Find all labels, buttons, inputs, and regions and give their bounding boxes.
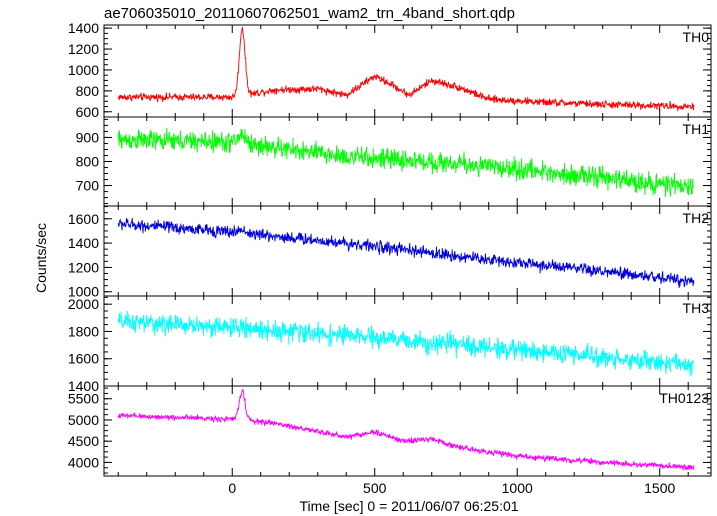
panel-label-th3: TH3 [683, 300, 710, 316]
y-tick-label: 1800 [68, 323, 99, 339]
panel-label-th1: TH1 [683, 121, 710, 137]
y-tick-label: 700 [76, 178, 100, 194]
panel-th0: 600 800 1000 1200 1400 TH0 [68, 20, 712, 120]
x-tick-label: 1500 [644, 480, 675, 496]
y-axis-label: Counts/sec [33, 223, 49, 293]
panel-th3: 1400 1600 1800 2000 TH3 [68, 295, 712, 394]
y-tick-label: 1400 [68, 235, 99, 251]
y-tick-label: 1200 [68, 41, 99, 57]
series-line-th3 [117, 310, 695, 377]
panel-label-th0123: TH0123 [659, 390, 709, 406]
y-tick-label: 4500 [68, 433, 99, 449]
y-tick-label: 1000 [68, 62, 99, 78]
y-tick-label: 1600 [68, 211, 99, 227]
y-tick-label: 2000 [68, 296, 99, 312]
panels-group: 600 800 1000 1200 1400 TH0 700 800 900 TH1 1000 120… [68, 20, 712, 496]
series-line-th1 [117, 127, 695, 197]
series-line-th2 [117, 217, 695, 289]
y-tick-label: 1400 [68, 20, 99, 36]
y-tick-label: 600 [76, 104, 100, 120]
y-tick-label: 800 [76, 83, 100, 99]
y-tick-label: 1000 [68, 284, 99, 300]
x-tick-label: 500 [363, 480, 387, 496]
x-tick-label: 1000 [502, 480, 533, 496]
y-tick-label: 1400 [68, 378, 99, 394]
y-tick-label: 1200 [68, 259, 99, 275]
panel-th0123: 4000 4500 5000 5500 TH0123 [68, 385, 712, 477]
panel-th2: 1000 1200 1400 1600 TH2 [68, 205, 712, 300]
panel-label-th2: TH2 [683, 210, 710, 226]
y-tick-label: 5500 [68, 391, 99, 407]
panel-frame-th2 [103, 205, 712, 297]
chart-title: ae706035010_20110607062501_wam2_trn_4ban… [104, 5, 515, 22]
y-tick-label: 5000 [68, 412, 99, 428]
y-tick-label: 1600 [68, 351, 99, 367]
x-axis-label: Time [sec] 0 = 2011/06/07 06:25:01 [299, 498, 518, 514]
panel-label-th0: TH0 [683, 29, 710, 45]
series-line-th0123 [117, 388, 695, 471]
y-tick-label: 800 [76, 154, 100, 170]
series-line-th0 [117, 26, 695, 112]
panel-th1: 700 800 900 TH1 [76, 116, 712, 207]
x-tick-label: 0 [228, 480, 236, 496]
y-tick-label: 4000 [68, 454, 99, 470]
y-tick-label: 900 [76, 129, 100, 145]
